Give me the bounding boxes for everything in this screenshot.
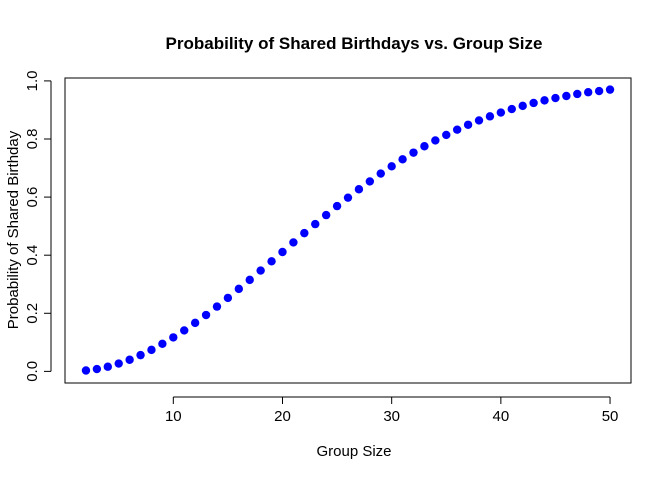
data-point — [332, 201, 342, 211]
data-points — [81, 85, 615, 375]
data-point — [354, 185, 364, 194]
data-point — [485, 112, 495, 121]
x-tick-label: 10 — [165, 408, 182, 425]
data-point — [463, 120, 473, 129]
y-axis-label: Probability of Shared Birthday — [5, 130, 22, 329]
data-point — [584, 88, 593, 97]
chart-title: Probability of Shared Birthdays vs. Grou… — [166, 34, 543, 53]
data-point — [507, 104, 516, 114]
data-point — [256, 266, 265, 275]
data-point — [605, 85, 615, 94]
data-point — [180, 326, 189, 335]
data-point — [169, 333, 178, 342]
data-point — [431, 136, 440, 145]
x-tick-label: 40 — [493, 408, 510, 425]
y-tick-label: 1.0 — [24, 70, 41, 91]
data-point — [562, 91, 571, 101]
data-point — [311, 219, 320, 229]
data-point — [158, 339, 167, 348]
data-point — [398, 155, 407, 164]
y-tick-label: 0.6 — [24, 187, 41, 208]
x-tick-label: 20 — [274, 408, 291, 425]
data-point — [420, 142, 429, 151]
data-point — [321, 210, 331, 220]
data-point — [92, 364, 102, 374]
y-axis: 0.0 0.2 0.4 0.6 0.8 1.0 — [24, 70, 52, 382]
x-tick-label: 50 — [602, 408, 619, 425]
data-point — [278, 247, 287, 257]
data-point — [212, 302, 222, 311]
x-axis-label: Group Size — [316, 443, 391, 460]
y-tick-label: 0.4 — [24, 245, 41, 266]
data-point — [114, 359, 123, 368]
data-point — [289, 238, 298, 247]
data-point — [518, 101, 527, 111]
data-point — [594, 86, 604, 96]
data-point — [442, 130, 451, 140]
data-point — [136, 350, 145, 360]
data-point — [409, 148, 418, 157]
data-point — [103, 362, 112, 371]
data-point — [223, 293, 233, 303]
data-point — [452, 125, 462, 134]
data-point — [234, 284, 244, 294]
x-tick-label: 30 — [383, 408, 400, 425]
y-tick-label: 0.0 — [24, 361, 41, 382]
data-point — [125, 355, 134, 364]
data-point — [343, 193, 353, 202]
data-point — [573, 89, 582, 99]
data-point — [190, 318, 200, 328]
data-point — [376, 169, 385, 178]
data-point — [474, 116, 484, 125]
data-point — [387, 162, 396, 171]
data-point — [81, 366, 91, 375]
plot-area — [64, 77, 632, 384]
data-point — [267, 257, 276, 266]
y-tick-label: 0.2 — [24, 303, 41, 324]
data-point — [540, 96, 549, 105]
data-point — [300, 228, 309, 238]
data-point — [365, 177, 375, 186]
y-tick-label: 0.8 — [24, 129, 41, 150]
data-point — [529, 98, 538, 108]
data-point — [201, 310, 211, 320]
data-point — [551, 93, 560, 103]
data-point — [496, 108, 506, 117]
data-point — [245, 275, 254, 285]
x-axis: 10 20 30 40 50 — [165, 396, 619, 425]
data-point — [147, 345, 156, 355]
